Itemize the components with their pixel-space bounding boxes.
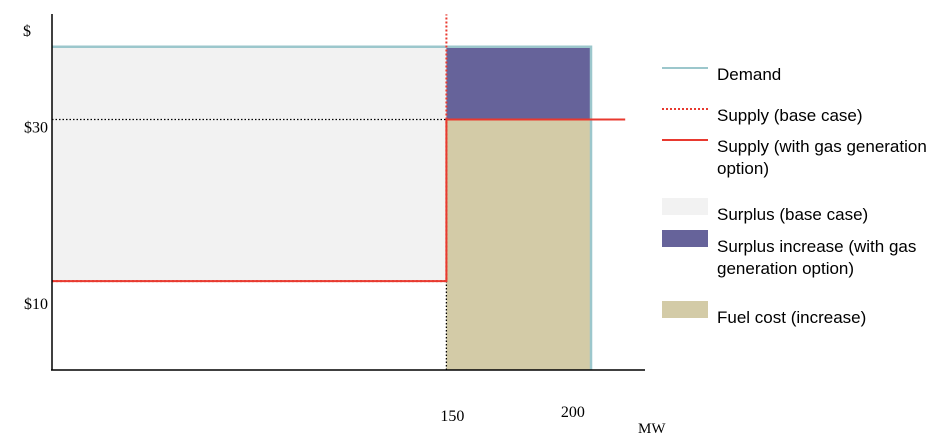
axes-layer: $ MW: [23, 14, 666, 437]
legend-swatch: [662, 108, 708, 110]
x-tick-label: 150: [440, 408, 464, 425]
y-axis-label: $: [23, 23, 31, 40]
legend-label: Surplus (base case): [717, 205, 869, 224]
x-tick-label: 200: [561, 404, 585, 421]
area-surplus-increase-with-gas-generation-option: [446, 46, 592, 120]
legend-label: Supply (with gas generation option): [717, 137, 927, 178]
x-axis-label: MW: [638, 421, 666, 437]
legend-swatch: [662, 198, 708, 215]
ticks-layer: $10 $30 150 200: [24, 120, 585, 425]
y-tick-label: $10: [24, 296, 48, 313]
lines-layer: [52, 14, 626, 370]
legend-label: Demand: [717, 65, 782, 84]
series-line-demand: [52, 45, 593, 370]
legend-swatch: [662, 67, 708, 69]
legend-label: Supply (base case): [717, 106, 863, 125]
area-fuel-cost-increase: [446, 119, 592, 370]
legend-label: Fuel cost (increase): [717, 308, 867, 327]
area-surplus-base-case: [52, 46, 447, 282]
areas-layer: [52, 46, 592, 370]
legend-swatch: [662, 139, 708, 141]
series-line-supply-with-gas-generation-option: [52, 118, 626, 283]
series-line-supply-base-case: [52, 14, 448, 283]
legend-swatch: [662, 230, 708, 247]
legend-label: Surplus increase (with gas generation op…: [717, 237, 917, 278]
legend-swatch: [662, 301, 708, 318]
y-tick-label: $30: [24, 120, 48, 137]
